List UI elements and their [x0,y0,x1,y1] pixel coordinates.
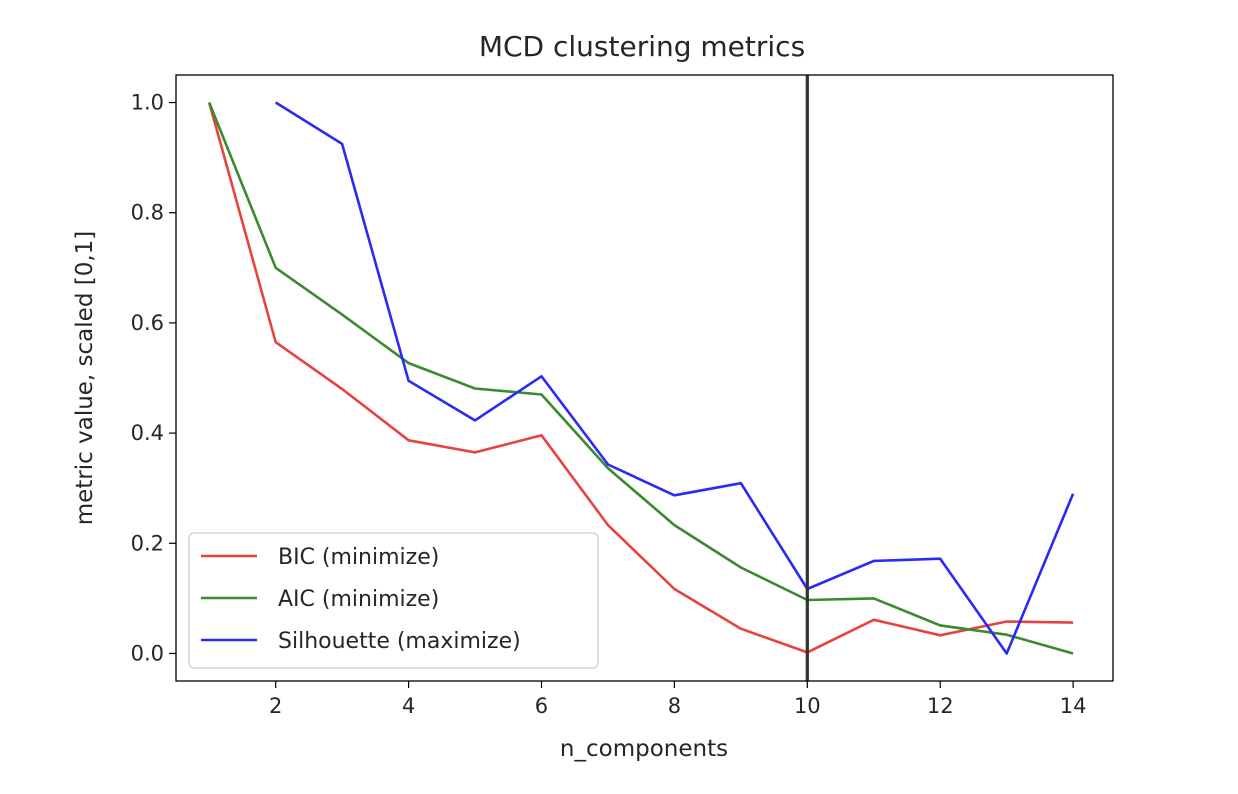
series-line-1 [207,102,1074,655]
legend-label-2: Silhouette (maximize) [278,629,521,654]
y-axis-label: metric value, scaled [0,1] [72,231,98,526]
plot-frame [175,74,1114,682]
plot-area [175,74,1114,682]
y-tick-label-4: 0.8 [131,201,164,225]
legend: BIC (minimize) AIC (minimize) Silhouette (… [188,532,599,669]
y-axis: 0.0 0.2 0.4 0.6 0.8 1.0 [131,91,176,665]
y-tick-label-0: 0.0 [131,641,164,665]
y-tick-label-2: 0.4 [131,421,164,445]
y-tick-label-3: 0.6 [131,311,164,335]
x-tick-label-1: 4 [402,694,415,718]
legend-label-0: BIC (minimize) [278,545,439,570]
y-tick-label-5: 1.0 [131,91,164,115]
series-line-0 [207,102,1074,654]
x-tick-label-3: 8 [668,694,681,718]
legend-box [188,532,599,669]
x-axis-label: n_components [560,736,728,762]
chart-title: MCD clustering metrics [479,30,805,63]
x-tick-label-2: 6 [535,694,548,718]
x-tick-label-5: 12 [927,694,954,718]
x-axis: 2 4 6 8 10 12 14 [269,681,1087,718]
x-tick-label-6: 14 [1060,694,1087,718]
series-layer [207,101,1075,655]
y-tick-label-1: 0.2 [131,531,164,555]
series-line-2 [275,101,1075,655]
x-tick-label-0: 2 [269,694,282,718]
legend-label-1: AIC (minimize) [278,587,439,612]
x-tick-label-4: 10 [794,694,821,718]
